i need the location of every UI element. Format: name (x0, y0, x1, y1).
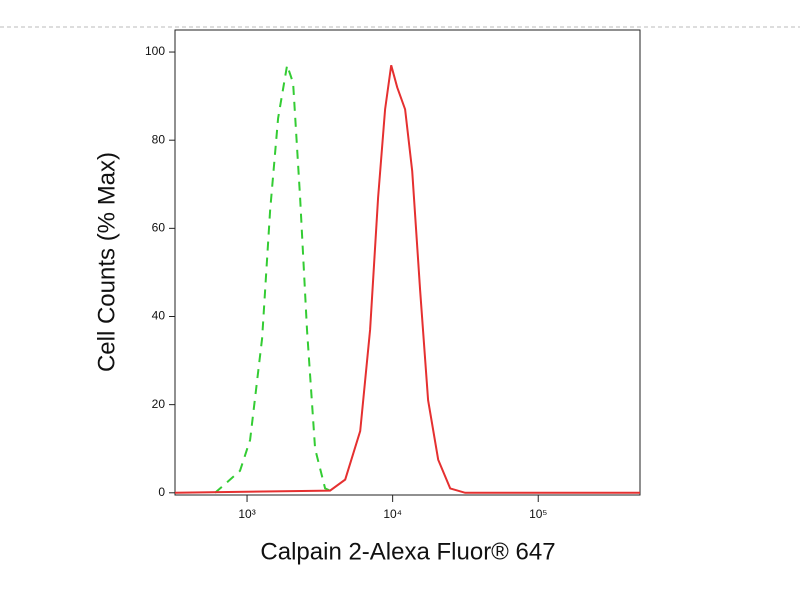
y-tick-label: 60 (152, 221, 166, 235)
histogram-line (174, 65, 640, 494)
y-tick-label: 20 (152, 397, 166, 411)
y-tick-label: 0 (158, 485, 165, 499)
plot-frame (174, 29, 641, 496)
y-tick-label: 100 (145, 44, 165, 58)
x-tick-label: 10⁴ (383, 507, 402, 521)
x-tick-label: 10³ (238, 507, 255, 521)
y-tick-label: 40 (152, 309, 166, 323)
histogram-line (214, 64, 336, 494)
x-axis-label: Calpain 2-Alexa Fluor® 647 (260, 538, 555, 565)
y-axis-label: Cell Counts (% Max) (93, 152, 120, 372)
y-tick-label: 80 (152, 132, 166, 146)
x-tick-label: 10⁵ (529, 507, 547, 521)
